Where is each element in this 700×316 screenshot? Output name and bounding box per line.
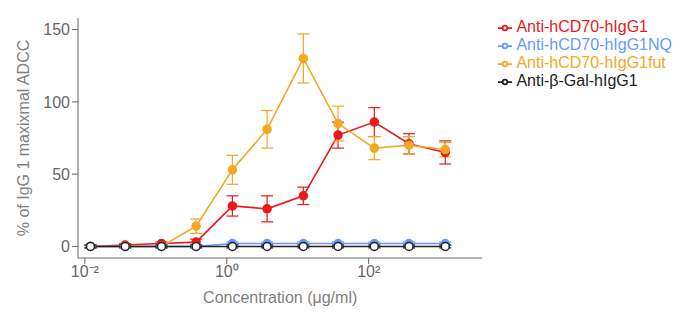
svg-text:10⁻²: 10⁻²	[71, 263, 100, 280]
svg-text:100: 100	[43, 94, 70, 111]
svg-text:10⁰: 10⁰	[215, 263, 239, 280]
svg-text:0: 0	[61, 238, 70, 255]
svg-text:% of IgG 1 maxixmal ADCC: % of IgG 1 maxixmal ADCC	[15, 40, 32, 237]
svg-text:50: 50	[52, 166, 70, 183]
html-text:Anti-β-Gal-hIgG1: Anti-β-Gal-hIgG1	[516, 72, 638, 89]
html-text:Anti-hCD70-hIgG1: Anti-hCD70-hIgG1	[516, 18, 648, 35]
svg-text:150: 150	[43, 21, 70, 38]
html-text:Anti-hCD70-hIgG1fut: Anti-hCD70-hIgG1fut	[516, 54, 666, 71]
svg-text:10²: 10²	[357, 263, 381, 280]
html-text:Anti-hCD70-hIgG1NQ: Anti-hCD70-hIgG1NQ	[516, 36, 672, 53]
svg-text:Concentration (μg/ml): Concentration (μg/ml)	[203, 289, 357, 306]
